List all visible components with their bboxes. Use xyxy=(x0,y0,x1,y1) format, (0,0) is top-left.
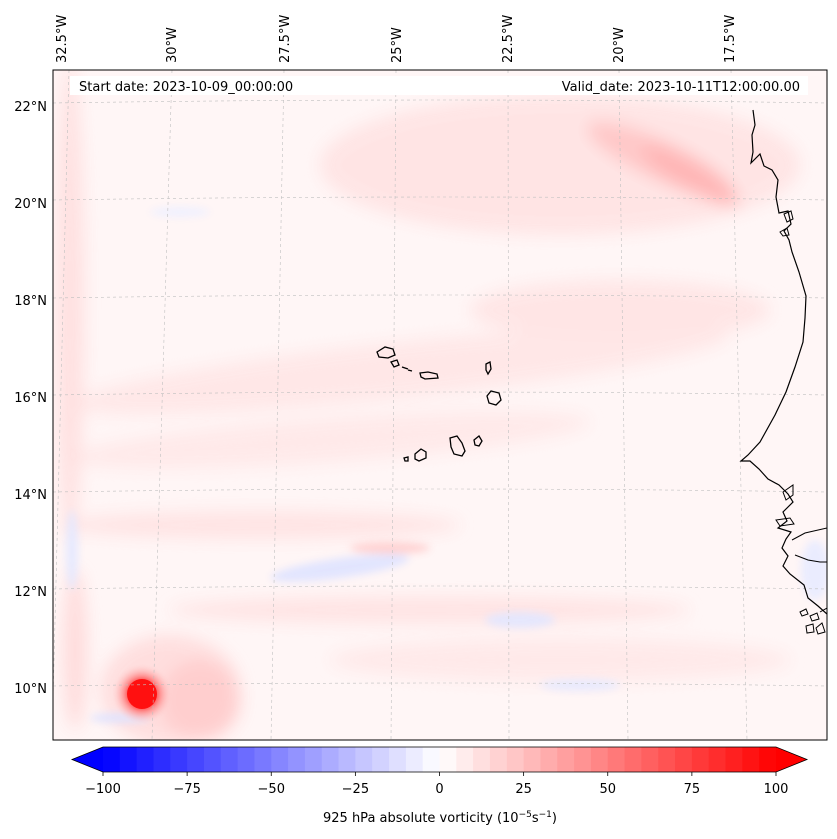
lon-label-32-5w: 32.5°W xyxy=(55,15,70,63)
colorbar-bin xyxy=(708,747,727,772)
colorbar-bin xyxy=(489,747,508,772)
colorbar-bin xyxy=(675,747,693,772)
colorbar-bin xyxy=(590,747,609,772)
colorbar-bin xyxy=(254,747,272,772)
colorbar-bin xyxy=(220,747,239,772)
colorbar-bin xyxy=(658,747,676,772)
colorbar-bin xyxy=(439,747,457,772)
lon-label-22-5w: 22.5°W xyxy=(501,15,516,63)
lat-label-16n: 16°N xyxy=(14,391,47,406)
map-frame xyxy=(52,69,828,741)
colorbar-bin xyxy=(405,747,424,772)
cb-tick-label: 50 xyxy=(599,782,616,797)
colorbar-extend-min xyxy=(72,747,103,772)
colorbar-bin xyxy=(523,747,541,772)
cb-tick-label: 75 xyxy=(684,782,701,797)
colorbar-bin xyxy=(422,747,440,772)
colorbar-bin xyxy=(103,747,121,772)
cb-tick-label: 100 xyxy=(764,782,789,797)
lat-label-18n: 18°N xyxy=(14,294,47,309)
colorbar-bin xyxy=(540,747,558,772)
lat-label-14n: 14°N xyxy=(14,488,47,503)
colorbar-bin xyxy=(170,747,188,772)
bissagos-islands xyxy=(779,210,827,635)
cb-tick-label: −50 xyxy=(258,782,285,797)
latitude-labels: 22°N 20°N 18°N 16°N 14°N 12°N 10°N xyxy=(14,100,47,697)
colorbar-bin xyxy=(119,747,138,772)
colorbar-bin xyxy=(742,747,760,772)
colorbar-bin xyxy=(187,747,205,772)
cb-label-exp1: −5 xyxy=(519,810,532,820)
lon-label-30w: 30°W xyxy=(165,27,180,63)
colorbar-bin xyxy=(607,747,626,772)
colorbar-bin xyxy=(473,747,491,772)
coast-border xyxy=(791,527,827,541)
african-coastline xyxy=(739,109,827,615)
colorbar-bin xyxy=(338,747,356,772)
cb-label-main: 925 hPa absolute vorticity (10 xyxy=(323,811,519,826)
lon-label-20w: 20°W xyxy=(612,27,627,63)
valid-date-label: Valid_date: 2023-10-11T12:00:00.00 xyxy=(562,80,800,95)
cb-tick-label: 0 xyxy=(435,782,443,797)
date-banner xyxy=(70,76,808,95)
cb-tick-label: 25 xyxy=(515,782,532,797)
colorbar-bin xyxy=(288,747,306,772)
coast-inlet xyxy=(782,484,794,501)
lon-label-27-5w: 27.5°W xyxy=(278,15,293,63)
vortex-core xyxy=(127,679,157,709)
colorbar-bin xyxy=(624,747,642,772)
start-date-label: Start date: 2023-10-09_00:00:00 xyxy=(79,80,293,95)
cb-label-mid: s xyxy=(532,811,539,826)
colorbar-bin xyxy=(574,747,592,772)
colorbar-bin xyxy=(355,747,373,772)
colorbar-bin xyxy=(691,747,710,772)
colorbar-bin xyxy=(389,747,407,772)
cb-tick-label: −75 xyxy=(173,782,200,797)
colorbar-bin xyxy=(203,747,222,772)
lon-label-25w: 25°W xyxy=(390,27,405,63)
cb-tick-label: −25 xyxy=(342,782,369,797)
cb-tick-label: −100 xyxy=(85,782,121,797)
gambia-river xyxy=(775,517,795,527)
colorbar-bin xyxy=(456,747,474,772)
colorbar-bin xyxy=(557,747,575,772)
cb-label-end: ) xyxy=(552,811,557,826)
coast-estuary xyxy=(794,554,827,563)
lat-label-20n: 20°N xyxy=(14,197,47,212)
cape-verde-islands xyxy=(376,346,502,462)
colorbar-bin xyxy=(237,747,255,772)
colorbar-bin xyxy=(136,747,154,772)
colorbar: −100 −75 −50 −25 0 25 50 75 100 925 hPa … xyxy=(70,746,809,826)
colorbar-bin xyxy=(759,747,777,772)
colorbar-bin xyxy=(372,747,390,772)
colorbar-bin xyxy=(271,747,289,772)
colorbar-bin xyxy=(641,747,659,772)
lon-label-17-5w: 17.5°W xyxy=(723,15,738,63)
cb-label-exp2: −1 xyxy=(539,810,552,820)
longitude-labels: 32.5°W 30°W 27.5°W 25°W 22.5°W 20°W 17.5… xyxy=(55,15,738,63)
colorbar-bin xyxy=(304,747,323,772)
colorbar-bin xyxy=(153,747,171,772)
colorbar-bin xyxy=(506,747,525,772)
colorbar-bins xyxy=(103,747,777,772)
colorbar-ticks: −100 −75 −50 −25 0 25 50 75 100 xyxy=(85,772,788,797)
colorbar-label: 925 hPa absolute vorticity (10−5s−1) xyxy=(323,810,557,826)
lat-label-10n: 10°N xyxy=(14,682,47,697)
lat-label-22n: 22°N xyxy=(14,100,47,115)
vorticity-field xyxy=(53,70,827,740)
lat-label-12n: 12°N xyxy=(14,585,47,600)
graticule xyxy=(53,70,827,740)
colorbar-bin xyxy=(725,747,743,772)
colorbar-bin xyxy=(321,747,340,772)
colorbar-extend-max xyxy=(776,747,807,772)
